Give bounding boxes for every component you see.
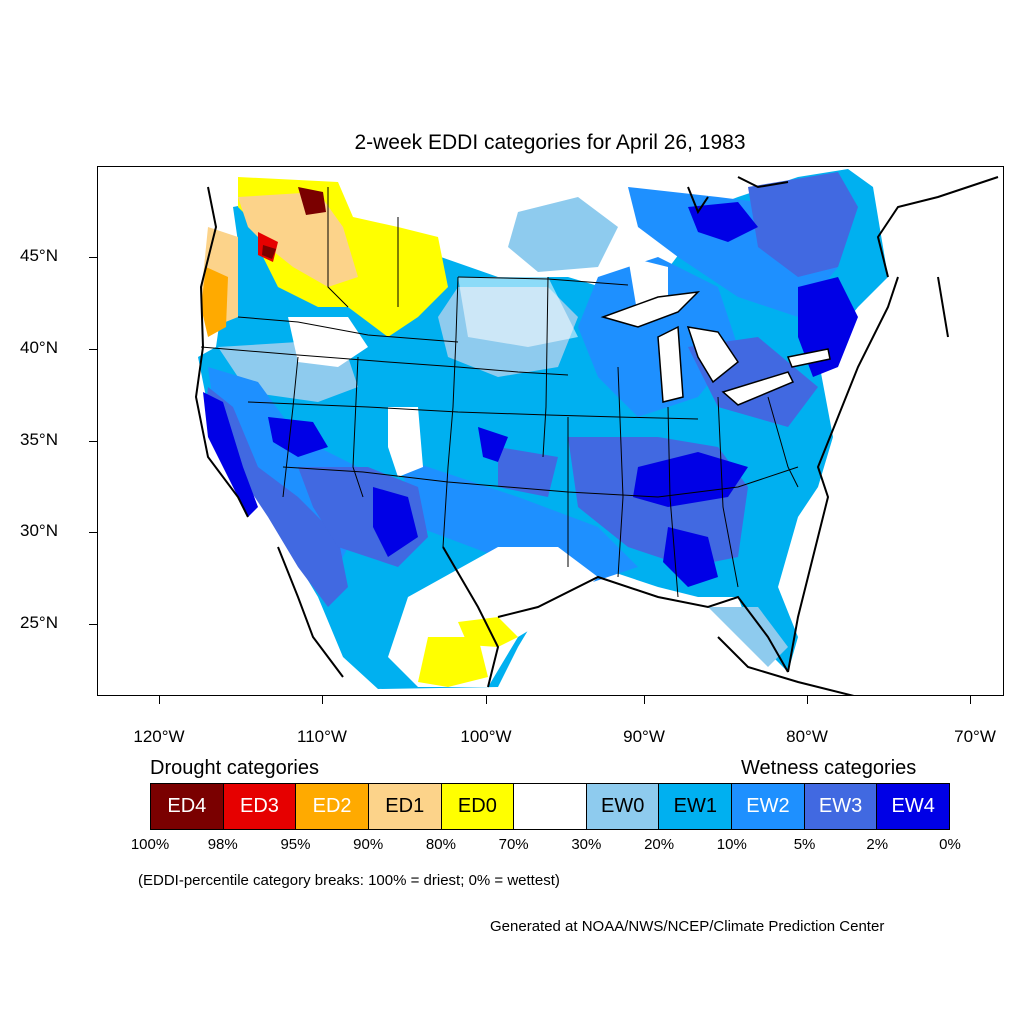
- ew4-region: [688, 202, 758, 242]
- lat-label-40: 40°N: [20, 338, 58, 357]
- ed4-region: [298, 187, 326, 215]
- percentile-break-label: 30%: [571, 836, 602, 853]
- ed2-region: [201, 267, 228, 337]
- category-swatch-ew3: EW3: [804, 784, 878, 829]
- category-note: (EDDI-percentile category breaks: 100% =…: [138, 872, 560, 889]
- wetness-heading: Wetness categories: [741, 757, 917, 779]
- great-lakes: [686, 326, 740, 384]
- great-lakes: [786, 348, 831, 368]
- percentile-break-label: 98%: [207, 836, 238, 853]
- category-swatch-ew4: EW4: [877, 784, 950, 829]
- ew3-region: [206, 387, 348, 607]
- category-swatch-ew0: EW0: [586, 784, 660, 829]
- percentile-break-label: 90%: [353, 836, 384, 853]
- percentile-break-label: 80%: [425, 836, 456, 853]
- ew4-region: [268, 417, 328, 457]
- lat-tick-25: [89, 624, 97, 625]
- percentile-break-label: 100%: [130, 836, 170, 853]
- ed4-region: [262, 245, 276, 259]
- lon-tick-100: [486, 696, 487, 704]
- lat-label-30: 30°N: [20, 521, 58, 540]
- lat-label-35: 35°N: [20, 430, 58, 449]
- ew4-region: [203, 392, 258, 517]
- category-swatch-ed1: ED1: [368, 784, 442, 829]
- lat-label-45: 45°N: [20, 246, 58, 265]
- state-boundaries: [200, 187, 799, 598]
- lon-label-90: 90°W: [623, 727, 665, 746]
- ed0-region: [458, 617, 518, 647]
- credit-text: Generated at NOAA/NWS/NCEP/Climate Predi…: [490, 918, 885, 935]
- lon-label-80: 80°W: [786, 727, 828, 746]
- lon-tick-70: [970, 696, 971, 704]
- lon-tick-110: [322, 696, 323, 704]
- lat-tick-40: [89, 349, 97, 350]
- percentile-break-label: 95%: [280, 836, 311, 853]
- lat-tick-30: [89, 532, 97, 533]
- great-lakes: [721, 371, 795, 406]
- ew4-region: [633, 452, 748, 507]
- drought-heading: Drought categories: [150, 757, 319, 779]
- category-swatch-ew2: EW2: [732, 784, 805, 829]
- percentile-break-label: 10%: [716, 836, 747, 853]
- map-frame: [97, 166, 1004, 696]
- category-swatch-ew1: EW1: [659, 784, 733, 829]
- percentile-break-label: 20%: [644, 836, 675, 853]
- category-colorbar: ED4 ED3 ED2 ED1 ED0 EW0 EW1 EW2 EW3 EW4: [150, 783, 950, 830]
- category-swatch-ed2: ED2: [296, 784, 369, 829]
- lat-tick-35: [89, 441, 97, 442]
- lon-tick-120: [159, 696, 160, 704]
- map-title: 2-week EDDI categories for April 26, 198…: [354, 131, 746, 154]
- lon-label-70: 70°W: [954, 727, 996, 746]
- great-lakes: [600, 290, 701, 328]
- lon-label-120: 120°W: [133, 727, 185, 746]
- percentile-break-label: 0%: [939, 836, 961, 853]
- normal-region: [388, 407, 423, 477]
- ew4-region: [478, 427, 508, 462]
- ew3-region: [748, 172, 858, 277]
- category-swatch-ed4: ED4: [151, 784, 224, 829]
- coastlines: [194, 176, 999, 695]
- lat-label-25: 25°N: [20, 613, 58, 632]
- percentile-break-label: 2%: [866, 836, 889, 853]
- ew2-region: [398, 457, 638, 587]
- ew0-region: [708, 607, 788, 667]
- lon-tick-80: [807, 696, 808, 704]
- lon-tick-90: [644, 696, 645, 704]
- eddi-map: [194, 169, 999, 695]
- category-swatch-ed3: ED3: [223, 784, 297, 829]
- lon-label-110: 110°W: [297, 727, 347, 746]
- normal-region: [288, 317, 368, 367]
- category-swatch-ed0: ED0: [441, 784, 515, 829]
- percentile-break-label: 70%: [498, 836, 529, 853]
- great-lakes: [657, 325, 684, 403]
- ed0-region: [418, 637, 488, 687]
- ew0-region: [508, 197, 618, 272]
- category-swatch-normal: [514, 784, 587, 829]
- lat-tick-45: [89, 257, 97, 258]
- lon-label-100: 100°W: [460, 727, 512, 746]
- ew4-region: [663, 527, 718, 587]
- ew4-region: [373, 487, 418, 557]
- ew3-region: [498, 447, 558, 497]
- percentile-break-label: 5%: [793, 836, 816, 853]
